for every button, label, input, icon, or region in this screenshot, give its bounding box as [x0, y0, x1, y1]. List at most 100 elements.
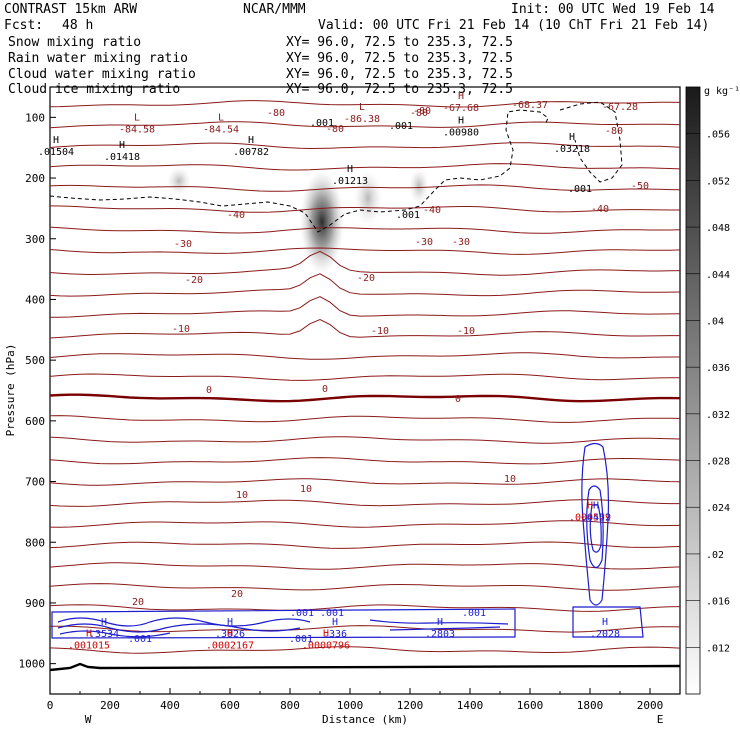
extremum-value: .0452	[581, 512, 611, 523]
x-tick-label: 1000	[337, 699, 364, 712]
temperature-label: -50	[631, 181, 649, 192]
temperature-label: 10	[236, 490, 248, 501]
colorbar-tick-label: .024	[706, 503, 730, 514]
field-legend: Snow mixing ratio XY= 96.0, 72.5 to 235.…	[8, 35, 513, 97]
isotherm	[50, 625, 680, 633]
field-xy-snow: XY= 96.0, 72.5 to 235.3, 72.5	[286, 35, 513, 50]
temperature-label: 0	[455, 394, 461, 405]
contour-labels: -80 -80 -80 -50 -40 -40 -40 -30 -30 -30 -20 -20 -10 -…	[38, 91, 649, 651]
center-label: NCAR/MMM	[243, 2, 306, 17]
y-tick-label: 900	[25, 597, 45, 610]
y-tick-label: 400	[25, 293, 45, 306]
valid-time: Valid: 00 UTC Fri 21 Feb 14 (10 ChT Fri …	[318, 18, 709, 33]
extremum-marker: H	[437, 617, 443, 628]
isotherm	[50, 247, 680, 255]
extremum-value: .004529	[569, 512, 611, 523]
temperature-label: -30	[174, 239, 192, 250]
isotherm	[50, 457, 680, 465]
isotherm	[50, 273, 680, 297]
isotherm	[50, 393, 680, 403]
x-tick-label: 1800	[577, 699, 604, 712]
isotherm	[50, 100, 680, 108]
colorbar-tick-label: .044	[706, 270, 730, 281]
isotherm	[50, 163, 680, 171]
isotherm	[50, 478, 680, 486]
temperature-label: 0	[206, 385, 212, 396]
extremum-value: -86.38	[344, 114, 380, 125]
extremum-marker: H	[569, 132, 575, 143]
isotherm	[50, 373, 680, 381]
isotherm	[50, 226, 680, 234]
plot-frame	[49, 86, 681, 695]
extremum-marker: L	[134, 112, 140, 123]
x-axis-label: Distance (km)	[322, 713, 408, 726]
field-xy-cloud-water: XY= 96.0, 72.5 to 235.3, 72.5	[286, 67, 513, 82]
temperature-contours	[50, 100, 680, 654]
temperature-label: 20	[231, 589, 243, 600]
extremum-marker: H	[101, 617, 107, 628]
temperature-label: -20	[185, 275, 203, 286]
cloud-ice-contour	[50, 109, 549, 233]
isotherm	[50, 415, 680, 423]
temperature-label: 20	[132, 597, 144, 608]
temperature-label: -80	[605, 126, 623, 137]
colorbar-tick-label: .012	[706, 643, 730, 654]
snow-shade-3	[409, 168, 429, 204]
contour-small-label: .001	[128, 634, 152, 645]
extremum-value: .00782	[233, 147, 269, 158]
isotherm	[50, 184, 680, 192]
extremum-marker: H	[332, 617, 338, 628]
axes: 0 200 400 600 800 1000 1200 1400 1600 1800 2000100…	[19, 111, 681, 712]
colorbar-tick-label: .04	[706, 316, 724, 327]
contour-small-label: -80	[326, 124, 344, 135]
extremum-value: -67.28	[602, 102, 638, 113]
extremum-value: .001015	[68, 640, 110, 651]
colorbar-unit: g kg⁻¹	[704, 86, 740, 97]
isotherm	[50, 604, 680, 612]
contour-small-label: .001	[568, 184, 592, 195]
extremum-value: .0000796	[302, 640, 350, 651]
temperature-label: -10	[172, 324, 190, 335]
extremum-marker: H	[323, 628, 329, 639]
contour-small-label: .001	[396, 210, 420, 221]
extremum-marker: H	[458, 91, 464, 102]
contour-small-label: .001	[310, 118, 334, 129]
field-name-snow: Snow mixing ratio	[8, 35, 141, 50]
extremum-value: -84.54	[203, 124, 239, 135]
colorbar-tick-label: .028	[706, 457, 730, 468]
extremum-value: .01504	[38, 147, 74, 158]
extremum-value: -84.58	[119, 124, 155, 135]
contour-small-label: .001	[320, 608, 344, 619]
contour-small-label: .001	[289, 634, 313, 645]
x-tick-label: 0	[47, 699, 54, 712]
extremum-marker: H	[347, 164, 353, 175]
x-tick-label: 1400	[457, 699, 484, 712]
y-tick-label: 300	[25, 233, 45, 246]
field-name-cloud-water: Cloud water mixing ratio	[8, 67, 196, 82]
x-tick-label: 1200	[397, 699, 424, 712]
y-tick-label: 800	[25, 536, 45, 549]
contour-small-label: .001	[389, 121, 413, 132]
extremum-marker: H	[86, 628, 92, 639]
isotherm	[50, 205, 680, 213]
isotherm	[50, 142, 680, 150]
colorbar-tick-label: .02	[706, 550, 724, 561]
fcst-value: 48 h	[62, 18, 93, 33]
extremum-marker: H	[587, 500, 593, 511]
model-title: CONTRAST 15km ARW	[4, 2, 137, 17]
temperature-label: -40	[591, 204, 609, 215]
extremum-value: .3926	[215, 629, 245, 640]
temperature-label: -20	[357, 273, 375, 284]
temperature-label: 10	[504, 474, 516, 485]
field-name-rain: Rain water mixing ratio	[8, 51, 188, 66]
isotherm	[50, 646, 680, 654]
extremum-marker: H	[458, 115, 464, 126]
init-time: Init: 00 UTC Wed 19 Feb 14	[511, 2, 715, 17]
contour-small-label: .001	[290, 608, 314, 619]
colorbar-tick-label: .052	[706, 176, 730, 187]
y-tick-label: 700	[25, 476, 45, 489]
temperature-label: -30	[452, 237, 470, 248]
plot-area	[50, 100, 680, 672]
colorbar-tick-label: .056	[706, 130, 730, 141]
